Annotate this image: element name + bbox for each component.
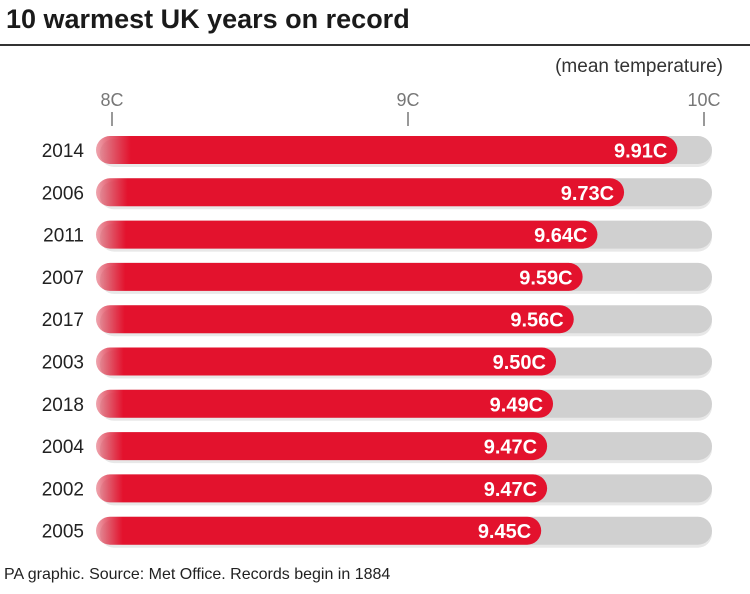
- bar-2018: [96, 389, 554, 418]
- category-label: 2003: [42, 353, 84, 374]
- value-label: 9.49C: [490, 394, 543, 416]
- category-label: 2014: [42, 141, 85, 162]
- value-label: 9.45C: [478, 521, 531, 543]
- value-label: 9.73C: [561, 183, 614, 205]
- title-divider: [0, 44, 750, 46]
- x-tick-label: 10C: [687, 90, 720, 110]
- value-label: 9.47C: [484, 437, 537, 459]
- unit-label: (mean temperature): [555, 56, 723, 77]
- category-label: 2018: [42, 395, 84, 416]
- bar-2007: [96, 262, 583, 291]
- value-label: 9.47C: [484, 479, 537, 501]
- x-tick-label: 8C: [100, 90, 123, 110]
- bar-2005: [96, 516, 542, 545]
- value-label: 9.64C: [534, 225, 587, 247]
- bar-2017: [96, 305, 574, 334]
- bar-2011: [96, 220, 598, 249]
- bar-2003: [96, 347, 556, 376]
- category-label: 2011: [43, 226, 84, 247]
- category-label: 2017: [42, 310, 84, 331]
- category-label: 2006: [42, 183, 84, 204]
- value-label: 9.56C: [510, 310, 563, 332]
- chart-title: 10 warmest UK years on record: [6, 4, 410, 34]
- value-label: 9.91C: [614, 141, 667, 163]
- source-footer: PA graphic. Source: Met Office. Records …: [4, 566, 391, 583]
- bar-2004: [96, 432, 548, 461]
- bar-2006: [96, 178, 625, 207]
- value-label: 9.50C: [493, 352, 546, 374]
- x-tick-label: 9C: [396, 90, 419, 110]
- category-label: 2004: [42, 437, 85, 458]
- bar-2002: [96, 474, 548, 503]
- category-label: 2007: [42, 268, 84, 289]
- value-label: 9.59C: [519, 267, 572, 289]
- bar-2014: [96, 136, 678, 164]
- category-label: 2005: [42, 522, 84, 543]
- category-label: 2002: [42, 479, 84, 500]
